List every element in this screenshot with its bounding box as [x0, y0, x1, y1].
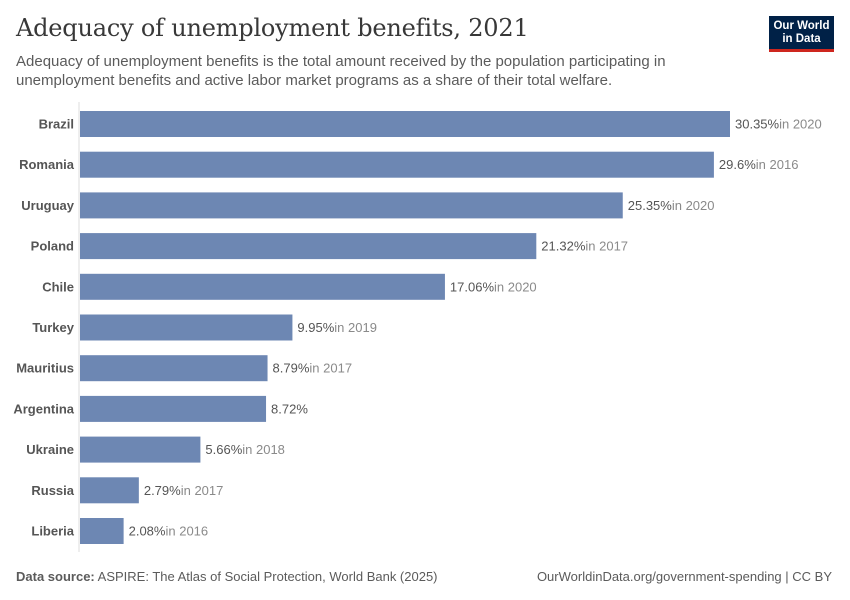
bar-romania[interactable]: [80, 151, 714, 178]
value-label: 30.35%in 2020: [735, 117, 822, 132]
category-label: Russia: [31, 483, 74, 498]
category-label: Turkey: [32, 320, 74, 335]
value-text: 5.66%: [205, 442, 242, 457]
category-label: Chile: [42, 279, 74, 294]
year-note: in 2019: [334, 320, 377, 335]
bar-russia[interactable]: [80, 477, 139, 504]
category-label: Brazil: [39, 117, 74, 132]
category-label: Argentina: [13, 401, 74, 416]
logo-line-1: Our World: [773, 19, 830, 32]
logo-line-2: in Data: [782, 32, 821, 45]
bar-turkey[interactable]: [80, 314, 293, 341]
year-note: in 2017: [309, 361, 352, 376]
category-label: Poland: [31, 239, 74, 254]
year-note: in 2016: [165, 524, 208, 539]
value-text: 25.35%: [628, 198, 673, 213]
year-note: in 2020: [672, 198, 715, 213]
source-url[interactable]: OurWorldinData.org/government-spending |…: [536, 569, 832, 584]
category-label: Uruguay: [21, 198, 75, 213]
bar-mauritius[interactable]: [80, 355, 268, 382]
category-label: Mauritius: [16, 361, 74, 376]
value-text: 2.08%: [129, 524, 166, 539]
value-text: 8.79%: [273, 361, 310, 376]
bar-uruguay[interactable]: [80, 192, 623, 219]
value-label: 25.35%in 2020: [628, 198, 715, 213]
category-label: Ukraine: [26, 442, 74, 457]
year-note: in 2020: [494, 279, 537, 294]
bar-poland[interactable]: [80, 233, 537, 260]
bar-brazil[interactable]: [80, 111, 730, 137]
data-source-text[interactable]: ASPIRE: The Atlas of Social Protection, …: [97, 569, 438, 584]
value-text: 21.32%: [541, 239, 586, 254]
value-text: 29.6%: [719, 157, 756, 172]
chart-subtitle: Adequacy of unemployment benefits is the…: [16, 53, 666, 89]
value-text: 8.72%: [271, 401, 308, 416]
bar-ukraine[interactable]: [80, 436, 201, 463]
value-text: 2.79%: [144, 483, 181, 498]
value-label: 29.6%in 2016: [719, 157, 799, 172]
bar-argentina[interactable]: [80, 395, 267, 422]
value-label: 21.32%in 2017: [541, 239, 628, 254]
value-label: 5.66%in 2018: [205, 442, 285, 457]
year-note: in 2017: [181, 483, 224, 498]
value-text: 17.06%: [450, 279, 495, 294]
value-label: 8.72%: [271, 401, 308, 416]
data-source-label: Data source:: [16, 569, 95, 584]
year-note: in 2018: [242, 442, 285, 457]
value-label: 17.06%in 2020: [450, 279, 537, 294]
bar-chile[interactable]: [80, 273, 445, 300]
bar-liberia[interactable]: [80, 518, 124, 544]
owid-logo[interactable]: Our World in Data: [769, 16, 834, 52]
year-note: in 2017: [585, 239, 628, 254]
data-source: Data source: ASPIRE: The Atlas of Social…: [16, 569, 438, 584]
value-label: 2.79%in 2017: [144, 483, 224, 498]
category-label: Liberia: [31, 524, 74, 539]
chart-title: Adequacy of unemployment benefits, 2021: [16, 14, 529, 42]
value-label: 9.95%in 2019: [297, 320, 377, 335]
category-label: Romania: [19, 157, 75, 172]
year-note: in 2016: [756, 157, 799, 172]
value-text: 30.35%: [735, 117, 780, 132]
value-text: 9.95%: [297, 320, 334, 335]
value-label: 8.79%in 2017: [273, 361, 353, 376]
value-label: 2.08%in 2016: [129, 524, 209, 539]
year-note: in 2020: [779, 117, 822, 132]
